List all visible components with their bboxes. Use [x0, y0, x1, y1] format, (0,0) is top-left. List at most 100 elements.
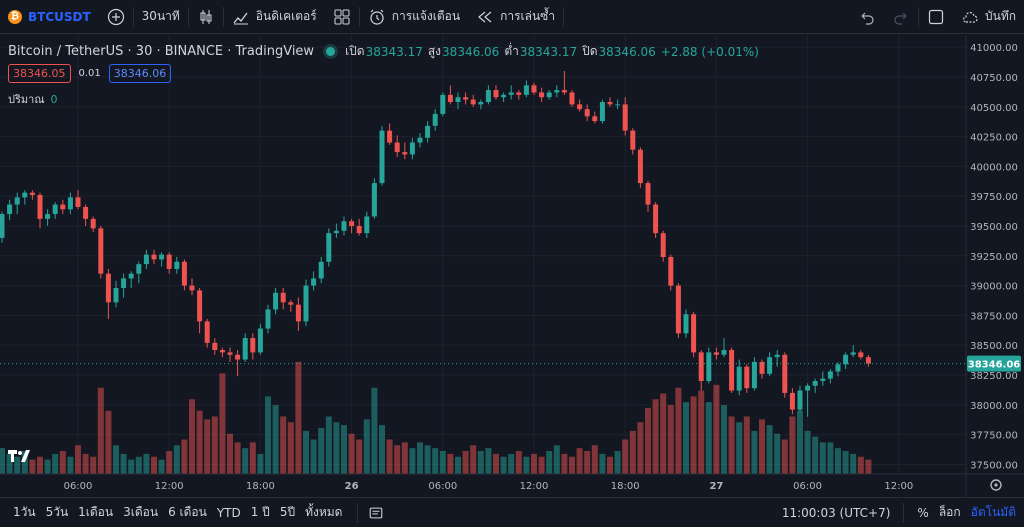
volume-bar [128, 459, 135, 474]
candle-body [52, 204, 58, 215]
indicators-label: อินดิเคเตอร์ [255, 9, 317, 23]
chart-title[interactable]: Bitcoin / TetherUS · 30 · BINANCE · Trad… [8, 44, 315, 59]
range-6m-button[interactable]: 6 เดือน [168, 505, 207, 519]
auto-scale-toggle[interactable]: อัตโนมัติ [970, 505, 1016, 519]
price-axis: 41000.00 40750.00 40500.00 40250.00 40000.00… [965, 35, 1018, 497]
volume-bar [485, 448, 492, 474]
candle-body [607, 102, 613, 105]
candle-body [440, 94, 446, 114]
interval-button[interactable]: 30นาที [134, 0, 188, 34]
divider [187, 6, 189, 27]
sell-price-button[interactable]: 38346.05 [8, 64, 71, 83]
candle-body [797, 390, 803, 410]
buy-price-button[interactable]: 38346.06 [108, 64, 172, 83]
chart-type-button[interactable] [189, 0, 223, 34]
volume-bar [386, 439, 393, 474]
volume-bar [348, 433, 355, 474]
volume-bar [249, 442, 256, 474]
time-tick-label: 12:00 [520, 481, 549, 492]
volume-bar [166, 451, 173, 474]
replay-button[interactable]: การเล่นซ้ำ [468, 0, 563, 34]
redo-button[interactable] [884, 0, 918, 34]
volume-bar [637, 422, 644, 474]
volume-bar [743, 416, 750, 474]
volume-bar [196, 410, 203, 474]
candle-body [432, 113, 438, 126]
volume-label: ปริมาณ [8, 93, 45, 106]
volume-bar [774, 433, 781, 474]
candle-body [592, 116, 598, 122]
symbol-search-button[interactable]: ₿ BTCUSDT [0, 0, 99, 34]
candle-body [835, 364, 841, 372]
candle-body [204, 321, 210, 343]
bottom-toolbar: 1วัน 5วัน 1เดือน 3เดือน 6 เดือน YTD 1 ปี… [0, 497, 1024, 527]
volume-bar [736, 422, 743, 474]
alarm-clock-icon [368, 8, 386, 26]
volume-bar [766, 425, 773, 474]
rewind-icon [476, 8, 494, 26]
price-tick-label: 37500.00 [970, 460, 1018, 471]
candle-body [83, 206, 89, 219]
price-tick-label: 39500.00 [970, 222, 1018, 233]
fullscreen-button[interactable] [919, 0, 953, 34]
compare-button[interactable] [99, 0, 133, 34]
volume-legend[interactable]: ปริมาณ 0 [8, 90, 58, 108]
candles-icon [197, 8, 215, 26]
price-tick-label: 38750.00 [970, 311, 1018, 322]
log-toggle[interactable]: ล็อก [938, 505, 961, 519]
candle-body [14, 197, 20, 205]
range-ytd-button[interactable]: YTD [216, 505, 241, 520]
symbol-label: BTCUSDT [28, 9, 91, 24]
range-all-button[interactable]: ทั้งหมด [305, 505, 343, 519]
candle-body [67, 197, 73, 210]
volume-bar [143, 453, 150, 474]
volume-bar [439, 451, 446, 474]
candle-body [561, 90, 567, 93]
range-1d-button[interactable]: 1วัน [13, 505, 36, 519]
tradingview-logo[interactable] [8, 448, 30, 464]
volume-bar [432, 448, 439, 474]
candle-body [493, 90, 499, 98]
candle-body [128, 273, 134, 279]
candle-body [584, 109, 590, 117]
time-tick-label: 18:00 [246, 481, 275, 492]
time-tick-label: 27 [709, 481, 723, 492]
range-3m-button[interactable]: 3เดือน [123, 505, 159, 519]
high-value: 38346.06 [442, 44, 500, 59]
divider [222, 6, 224, 27]
change-value: +2.88 (+0.01%) [660, 44, 759, 59]
quote-boxes: 38346.05 0.01 38346.06 [8, 64, 172, 83]
last-price-tag-text: 38346.06 [968, 360, 1021, 371]
add-circle-icon [107, 8, 125, 26]
range-1y-button[interactable]: 1 ปี [250, 505, 270, 519]
undo-button[interactable] [850, 0, 884, 34]
date-range-icon[interactable] [368, 505, 384, 521]
percent-toggle[interactable]: % [917, 505, 929, 520]
alerts-button[interactable]: การแจ้งเตือน [360, 0, 468, 34]
grid-icon [333, 8, 351, 26]
volume-bar [82, 453, 89, 474]
layouts-button[interactable] [325, 0, 359, 34]
clock-time[interactable]: 11:00:03 (UTC+7) [781, 505, 891, 520]
price-tick-label: 37750.00 [970, 431, 1018, 442]
time-tick-label: 06:00 [793, 481, 822, 492]
candle-body [698, 352, 704, 381]
save-button[interactable]: บันทึก [953, 0, 1024, 34]
settings-gear[interactable] [990, 479, 1002, 491]
candle-body [820, 378, 826, 381]
candle-body [637, 149, 643, 184]
volume-bar [204, 419, 211, 474]
price-tick-label: 40750.00 [970, 73, 1018, 84]
range-5y-button[interactable]: 5ปี [279, 505, 296, 519]
candle-body [645, 183, 651, 205]
indicators-button[interactable]: อินดิเคเตอร์ [224, 0, 325, 34]
candlestick-chart[interactable]: 41000.00 40750.00 40500.00 40250.00 40000.00… [0, 35, 1024, 497]
divider [357, 502, 359, 523]
candle-body [622, 104, 628, 131]
range-5d-button[interactable]: 5วัน [45, 505, 69, 519]
candle-body [356, 226, 362, 234]
last-price-tag-bg [967, 355, 1021, 372]
range-1m-button[interactable]: 1เดือน [78, 505, 114, 519]
chart-area[interactable]: 41000.00 40750.00 40500.00 40250.00 40000.00… [0, 35, 1024, 497]
volume-bar [698, 390, 705, 474]
